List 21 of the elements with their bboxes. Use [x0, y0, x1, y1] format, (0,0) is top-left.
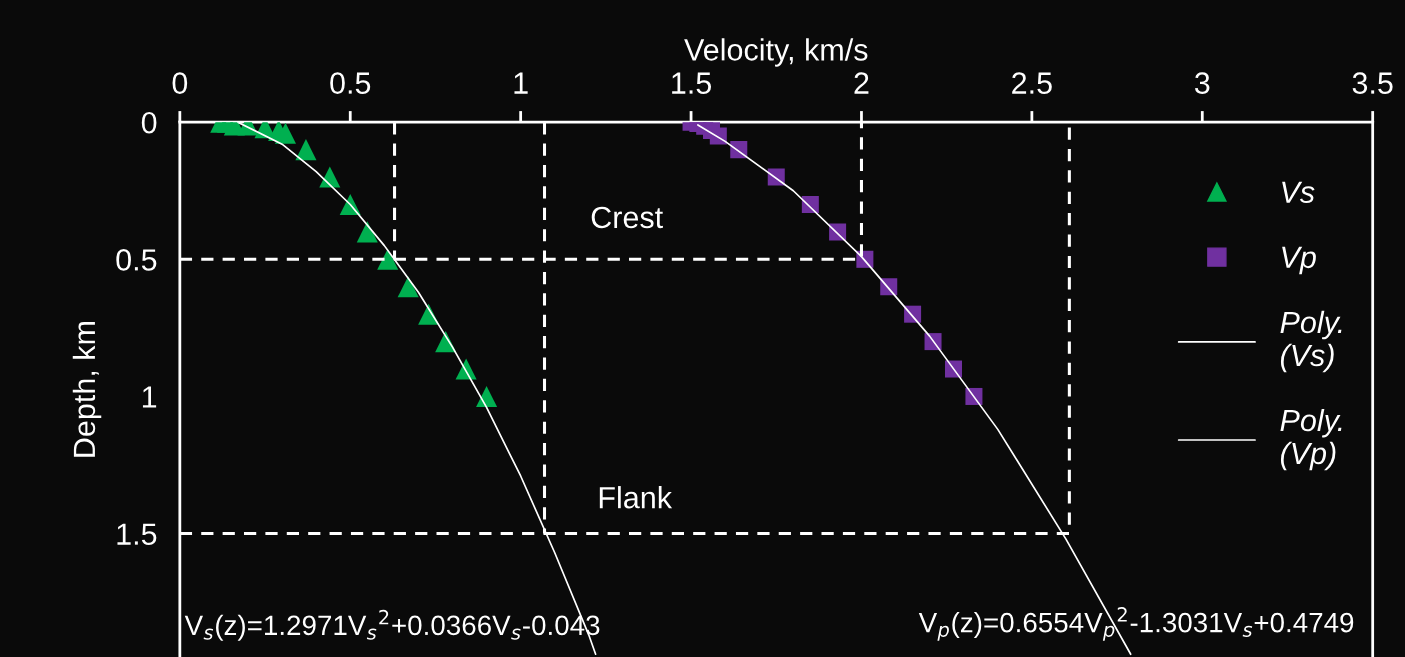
- y-tick-label: 0: [141, 111, 157, 134]
- legend-label: Poly. (Vs): [1280, 310, 1342, 373]
- x-tick-label: 2.5: [1012, 72, 1052, 94]
- x-tick-label: 1.5: [672, 72, 712, 94]
- x-tick-label: 2: [854, 72, 869, 94]
- y-tick-label: 0.5: [116, 249, 157, 271]
- legend-label: Poly. (Vp): [1280, 408, 1342, 471]
- annotation: Flank: [599, 486, 673, 509]
- x-tick-label: 3: [1194, 72, 1210, 94]
- annotation: Crest: [591, 206, 663, 229]
- x-tick-label: 3.5: [1352, 72, 1393, 94]
- x-tick-label: 0.5: [330, 72, 371, 94]
- legend-label: Vp: [1282, 246, 1316, 275]
- x-tick-label: 0: [172, 72, 188, 94]
- x-axis-title: Velocity, km/s: [684, 38, 868, 67]
- annotation: V$_{p}$(z)=0.6554V$_{p}$$^{2}$-1.3031V$_{s}$+0.4749: [918, 607, 1354, 641]
- legend-label: Vs: [1282, 181, 1315, 203]
- y-tick-label: 1.5: [117, 523, 157, 545]
- x-tick-label: 1: [514, 72, 528, 94]
- y-tick-label: 1: [142, 386, 157, 408]
- y-axis-title: Depth, km: [72, 321, 102, 457]
